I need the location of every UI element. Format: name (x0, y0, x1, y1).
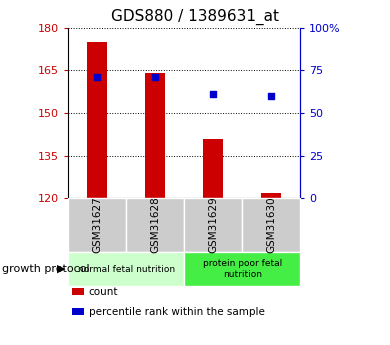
Text: GSM31630: GSM31630 (266, 197, 276, 254)
Bar (203, 139, 223, 198)
Bar (261, 193, 282, 198)
Text: GSM31629: GSM31629 (208, 197, 218, 254)
Text: GSM31627: GSM31627 (92, 197, 102, 254)
Text: GDS880 / 1389631_at: GDS880 / 1389631_at (111, 9, 279, 25)
Bar (87, 42, 107, 198)
Point (210, 91, 216, 97)
Text: GSM31628: GSM31628 (150, 197, 160, 254)
Text: protein poor fetal
nutrition: protein poor fetal nutrition (203, 259, 282, 279)
Text: percentile rank within the sample: percentile rank within the sample (89, 307, 264, 316)
Text: count: count (89, 287, 118, 296)
Point (152, 75, 158, 80)
Point (94, 75, 100, 80)
Text: ▶: ▶ (57, 264, 66, 274)
Bar (145, 73, 165, 198)
Text: growth protocol: growth protocol (2, 264, 90, 274)
Point (268, 93, 275, 99)
Text: normal fetal nutrition: normal fetal nutrition (78, 265, 175, 274)
